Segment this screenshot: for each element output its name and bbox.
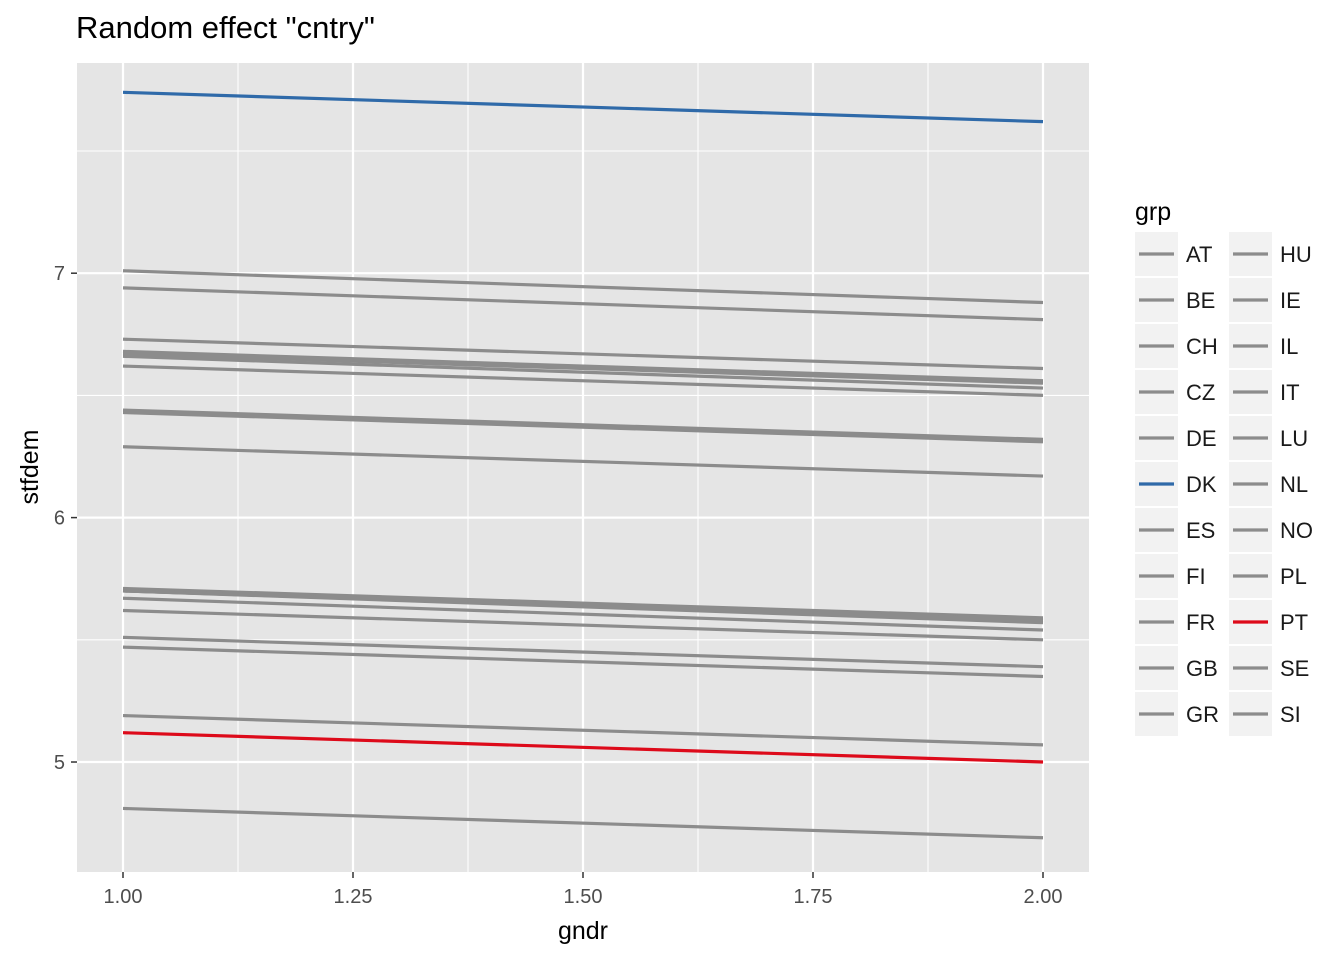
y-tick-label: 5 bbox=[54, 752, 65, 774]
legend-label: SE bbox=[1280, 656, 1309, 681]
series-line-gr bbox=[122, 645, 1044, 679]
legend-label: NO bbox=[1280, 518, 1313, 543]
legend-item-pt: PT bbox=[1229, 600, 1308, 644]
legend-label: PT bbox=[1280, 610, 1308, 635]
chart-title: Random effect "cntry" bbox=[76, 10, 375, 45]
legend-item-lu: LU bbox=[1229, 416, 1308, 460]
legend-item-dk: DK bbox=[1135, 462, 1217, 506]
series-line-nl bbox=[122, 364, 1044, 397]
legend-label: DE bbox=[1186, 426, 1217, 451]
series-lines bbox=[122, 90, 1044, 840]
x-axis-title: gndr bbox=[558, 917, 608, 945]
legend-item-pl: PL bbox=[1229, 554, 1307, 598]
legend: grp AT BE CH CZ DE DK ES FI FR GB GR HU IE IL IT LU NL NO… bbox=[1135, 198, 1313, 736]
legend-label: BE bbox=[1186, 288, 1215, 313]
legend-label: AT bbox=[1186, 242, 1212, 267]
legend-title: grp bbox=[1135, 198, 1171, 226]
series-line-se bbox=[122, 445, 1044, 478]
y-tick-label: 6 bbox=[54, 508, 65, 530]
legend-item-gb: GB bbox=[1135, 646, 1218, 690]
series-line-cz bbox=[122, 635, 1044, 669]
legend-label: GR bbox=[1186, 702, 1219, 727]
legend-label: HU bbox=[1280, 242, 1312, 267]
legend-label: SI bbox=[1280, 702, 1301, 727]
x-tick-label: 2.00 bbox=[1024, 886, 1063, 908]
legend-item-no: NO bbox=[1229, 508, 1313, 552]
x-tick-label: 1.00 bbox=[104, 886, 143, 908]
legend-item-de: DE bbox=[1135, 416, 1217, 460]
series-line-hu bbox=[122, 806, 1044, 840]
legend-item-gr: GR bbox=[1135, 692, 1219, 736]
legend-label: IT bbox=[1280, 380, 1300, 405]
series-line-at bbox=[122, 586, 1044, 620]
series-line-fr bbox=[122, 608, 1044, 642]
legend-item-ie: IE bbox=[1229, 278, 1301, 322]
legend-label: FI bbox=[1186, 564, 1206, 589]
legend-label: FR bbox=[1186, 610, 1215, 635]
y-axis: 5 6 7 bbox=[54, 263, 77, 774]
legend-item-si: SI bbox=[1229, 692, 1301, 736]
legend-item-fr: FR bbox=[1135, 600, 1215, 644]
x-axis: 1.00 1.25 1.50 1.75 2.00 bbox=[104, 872, 1063, 908]
series-line-fi bbox=[122, 286, 1044, 322]
x-tick-label: 1.25 bbox=[334, 886, 373, 908]
series-line-pt bbox=[122, 731, 1044, 764]
legend-item-cz: CZ bbox=[1135, 370, 1215, 414]
legend-label: IL bbox=[1280, 334, 1298, 359]
legend-item-be: BE bbox=[1135, 278, 1215, 322]
legend-label: CH bbox=[1186, 334, 1218, 359]
legend-item-il: IL bbox=[1229, 324, 1298, 368]
series-line-si bbox=[122, 589, 1044, 622]
legend-label: IE bbox=[1280, 288, 1301, 313]
legend-item-ch: CH bbox=[1135, 324, 1218, 368]
series-line-de bbox=[122, 352, 1044, 385]
series-line-dk bbox=[122, 90, 1044, 124]
legend-item-fi: FI bbox=[1135, 554, 1206, 598]
x-tick-label: 1.50 bbox=[564, 886, 603, 908]
legend-label: CZ bbox=[1186, 380, 1215, 405]
series-line-it bbox=[122, 410, 1044, 444]
series-line-ie bbox=[122, 596, 1044, 632]
legend-item-it: IT bbox=[1229, 370, 1300, 414]
y-tick-label: 7 bbox=[54, 263, 65, 285]
legend-label: LU bbox=[1280, 426, 1308, 451]
legend-item-es: ES bbox=[1135, 508, 1215, 552]
series-line-lu bbox=[122, 354, 1044, 390]
legend-item-se: SE bbox=[1229, 646, 1309, 690]
legend-item-hu: HU bbox=[1229, 232, 1312, 276]
legend-label: PL bbox=[1280, 564, 1307, 589]
legend-items: AT BE CH CZ DE DK ES FI FR GB GR HU IE IL IT LU NL NO PL PT… bbox=[1135, 232, 1313, 736]
y-axis-title: stfdem bbox=[16, 429, 44, 504]
series-line-es bbox=[122, 713, 1044, 747]
x-tick-label: 1.75 bbox=[794, 886, 833, 908]
legend-item-nl: NL bbox=[1229, 462, 1308, 506]
series-line-no bbox=[122, 408, 1044, 441]
legend-label: DK bbox=[1186, 472, 1217, 497]
legend-item-at: AT bbox=[1135, 232, 1212, 276]
legend-label: NL bbox=[1280, 472, 1308, 497]
series-line-ch bbox=[122, 269, 1044, 305]
series-line-be bbox=[122, 337, 1044, 371]
legend-label: GB bbox=[1186, 656, 1218, 681]
legend-label: ES bbox=[1186, 518, 1215, 543]
series-line-il bbox=[122, 349, 1044, 383]
